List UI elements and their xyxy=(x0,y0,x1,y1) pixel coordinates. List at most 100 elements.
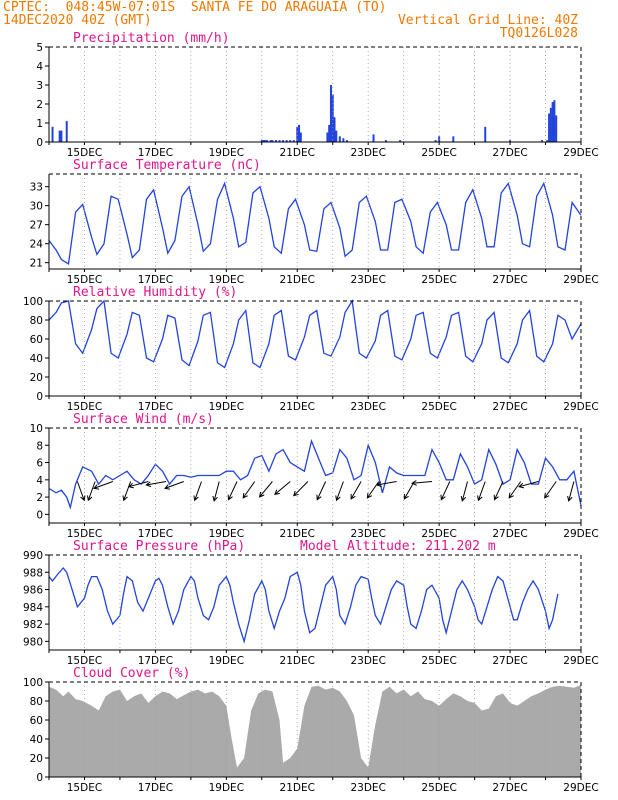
y-tick-label: 5 xyxy=(36,42,43,54)
x-tick-label: 21DEC xyxy=(280,147,315,159)
y-tick-label: 2 xyxy=(36,99,43,111)
x-tick-label: 25DEC xyxy=(421,147,456,159)
precip-bar xyxy=(335,130,338,142)
panel-title: Surface Wind (m/s) xyxy=(73,412,214,427)
header-grid-note: Vertical Grid Line: 40Z xyxy=(397,13,578,28)
x-tick-label: 19DEC xyxy=(209,401,244,413)
x-tick-label: 27DEC xyxy=(492,147,527,159)
y-tick-label: 0 xyxy=(36,772,43,784)
y-tick-label: 2 xyxy=(36,492,43,504)
panel-line-1 xyxy=(45,173,582,272)
x-tick-label: 21DEC xyxy=(280,274,315,286)
x-tick-label: 21DEC xyxy=(280,782,315,794)
precip-bar xyxy=(269,140,272,142)
precip-bar xyxy=(333,117,336,142)
wind-arrow xyxy=(375,481,397,488)
x-tick-label: 23DEC xyxy=(350,147,385,159)
y-tick-label: 100 xyxy=(23,677,43,689)
y-tick-label: 10 xyxy=(30,423,43,435)
precip-bar xyxy=(329,85,332,142)
wind-arrow xyxy=(518,481,539,489)
y-tick-label: 27 xyxy=(30,220,43,232)
precip-bar xyxy=(540,140,543,142)
x-tick-label: 21DEC xyxy=(280,655,315,667)
precip-bar xyxy=(555,115,558,142)
x-tick-label: 19DEC xyxy=(209,782,244,794)
precip-bar xyxy=(299,132,302,142)
y-tick-label: 986 xyxy=(23,585,43,597)
x-tick-label: 17DEC xyxy=(138,655,173,667)
x-tick-label: 29DEC xyxy=(563,782,598,794)
precip-bar xyxy=(51,126,54,142)
x-tick-label: 15DEC xyxy=(67,147,102,159)
x-tick-label: 23DEC xyxy=(350,274,385,286)
panel-line-2 xyxy=(45,299,582,399)
precip-bar xyxy=(553,100,556,142)
wind-arrow xyxy=(544,481,557,499)
y-tick-label: 30 xyxy=(30,201,43,213)
y-tick-label: 1 xyxy=(36,118,43,130)
panel-title: Relative Humidity (%) xyxy=(73,285,237,300)
y-tick-label: 8 xyxy=(36,440,43,452)
precip-bar xyxy=(338,136,341,142)
panel-bar-0 xyxy=(45,46,582,145)
x-tick-label: 17DEC xyxy=(138,147,173,159)
x-tick-label: 15DEC xyxy=(67,274,102,286)
y-tick-label: 6 xyxy=(36,458,43,470)
wind-arrow xyxy=(508,481,522,499)
precip-bar xyxy=(289,140,292,142)
x-tick-label: 27DEC xyxy=(492,655,527,667)
panel-area-5 xyxy=(45,681,582,780)
panel-line-4 xyxy=(45,554,582,653)
x-tick-label: 25DEC xyxy=(421,274,456,286)
wind-arrow xyxy=(145,481,167,488)
wind-arrow xyxy=(76,481,86,502)
precip-bar xyxy=(271,140,274,142)
x-tick-label: 23DEC xyxy=(350,528,385,540)
y-tick-label: 60 xyxy=(30,715,43,727)
y-tick-label: 988 xyxy=(23,567,43,579)
x-tick-label: 17DEC xyxy=(138,528,173,540)
precip-bar xyxy=(399,140,402,142)
x-tick-label: 25DEC xyxy=(421,655,456,667)
wind-arrow xyxy=(477,481,486,502)
wind-arrow xyxy=(122,481,132,502)
wind-arrow xyxy=(227,481,238,501)
y-tick-label: 40 xyxy=(30,734,43,746)
y-tick-label: 4 xyxy=(36,475,43,487)
x-tick-label: 23DEC xyxy=(350,782,385,794)
header-model-id: TQ0126L028 xyxy=(499,26,578,41)
x-tick-label: 25DEC xyxy=(421,528,456,540)
precip-bar xyxy=(264,140,267,142)
x-tick-label: 15DEC xyxy=(67,655,102,667)
wind-arrow xyxy=(242,481,256,499)
y-tick-label: 40 xyxy=(30,353,43,365)
precip-bar xyxy=(282,140,285,142)
y-tick-label: 0 xyxy=(36,509,43,521)
x-tick-label: 23DEC xyxy=(350,655,385,667)
x-tick-label: 15DEC xyxy=(67,401,102,413)
precip-bar xyxy=(548,113,551,142)
precip-bar xyxy=(262,140,265,142)
y-tick-label: 80 xyxy=(30,696,43,708)
x-tick-label: 19DEC xyxy=(209,655,244,667)
precip-bar xyxy=(328,124,331,142)
wind-arrow xyxy=(258,481,273,498)
y-tick-label: 100 xyxy=(23,296,43,308)
y-tick-label: 980 xyxy=(23,636,43,648)
y-tick-label: 24 xyxy=(30,239,44,251)
wind-arrow xyxy=(164,481,184,490)
wind-arrow xyxy=(316,481,327,501)
x-tick-label: 29DEC xyxy=(563,147,598,159)
y-tick-label: 0 xyxy=(36,137,43,149)
wind-arrow xyxy=(127,481,149,489)
x-tick-label: 27DEC xyxy=(492,401,527,413)
precip-bar xyxy=(326,132,329,142)
precip-bar xyxy=(298,124,301,142)
precip-bar xyxy=(452,136,455,142)
precip-bar xyxy=(292,140,295,142)
y-tick-label: 80 xyxy=(30,315,43,327)
x-tick-label: 21DEC xyxy=(280,401,315,413)
y-tick-label: 20 xyxy=(30,372,43,384)
wind-arrow xyxy=(335,481,344,502)
